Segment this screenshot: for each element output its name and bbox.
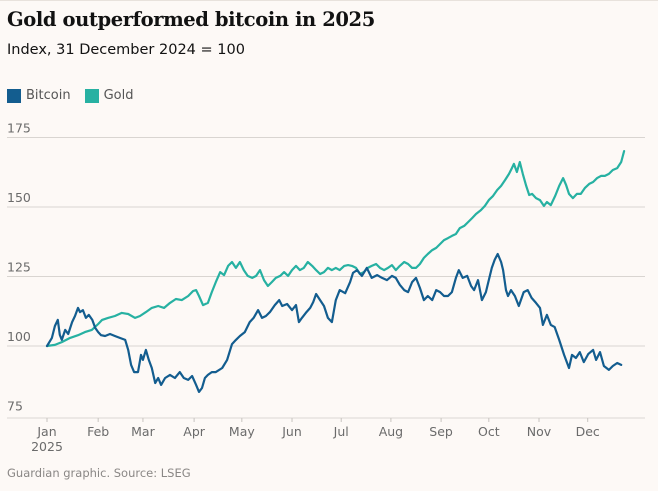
y-tick-label-75: 75	[7, 399, 23, 414]
x-tick-label-jan: Jan	[36, 424, 56, 439]
x-tick-label-oct: Oct	[478, 424, 500, 439]
legend-label-gold: Gold	[103, 88, 134, 103]
x-tick-label-nov: Nov	[527, 424, 552, 439]
legend: Bitcoin Gold	[7, 88, 134, 103]
x-tick-label-sep: Sep	[429, 424, 453, 439]
series-line-bitcoin	[45, 252, 623, 393]
series-line-gold	[45, 150, 626, 348]
x-tick-label-jul: Jul	[333, 424, 349, 439]
legend-label-bitcoin: Bitcoin	[26, 88, 71, 103]
source-note: Guardian graphic. Source: LSEG	[7, 466, 191, 480]
x-tick-label-feb: Feb	[87, 424, 109, 439]
y-tick-label-175: 175	[7, 121, 31, 136]
y-tick-label-150: 150	[7, 190, 31, 205]
x-tick-label-aug: Aug	[379, 424, 403, 439]
top-rule	[0, 0, 658, 1]
x-tick-label-dec: Dec	[576, 424, 600, 439]
gridlines: 75 100 125 150 175	[7, 121, 645, 414]
legend-item-bitcoin: Bitcoin	[7, 88, 71, 103]
legend-swatch-bitcoin	[7, 88, 21, 103]
chart-subtitle: Index, 31 December 2024 = 100	[7, 42, 245, 58]
legend-item-gold: Gold	[84, 88, 134, 103]
x-tick-label-mar: Mar	[131, 424, 155, 439]
legend-swatch-gold	[84, 88, 99, 103]
chart-title: Gold outperformed bitcoin in 2025	[7, 8, 375, 31]
x-tick-label-apr: Apr	[183, 424, 205, 439]
y-tick-label-125: 125	[7, 260, 31, 275]
series-lines	[45, 150, 626, 393]
y-tick-label-100: 100	[7, 329, 31, 344]
x-tick-label-may: May	[229, 424, 255, 439]
x-tick-label-jun: Jun	[281, 424, 302, 439]
x-tick-sublabel-year: 2025	[31, 439, 63, 454]
